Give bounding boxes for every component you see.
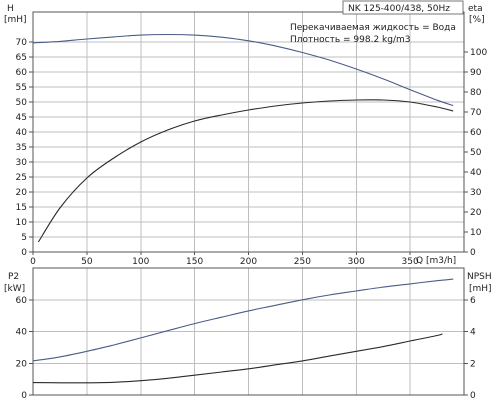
bottom-left-tick-label: 0 [21,391,27,400]
top-left-tick-label: 30 [16,158,28,168]
eta-axis-label: eta [468,4,483,14]
top-left-tick-label: 20 [16,188,28,198]
bottom-chart-grid [33,268,464,395]
power-axis-label: P2 [8,272,19,282]
top-right-tick-label: 20 [470,208,482,218]
top-right-tick-label: 50 [470,148,482,158]
top-left-tick-label: 15 [16,203,27,213]
eta-axis-unit: [%] [469,15,485,25]
top-left-tick-label: 55 [16,83,27,93]
bottom-left-tick-label: 60 [16,296,28,306]
top-right-tick-label: 10 [470,228,482,238]
top-left-tick-label: 60 [16,68,28,78]
top-left-tick-label: 40 [16,128,28,138]
top-right-tick-label: 40 [470,168,482,178]
bottom-right-tick-label: 4 [470,328,476,338]
bottom-chart-curves [32,278,454,384]
top-right-tick-label: 60 [470,128,482,138]
top-right-tick-label: 70 [470,108,482,118]
top-left-tick-label: 65 [16,53,27,63]
top-chart-curves [32,33,454,243]
top-left-tick-label: 0 [21,248,27,258]
top-left-tick-label: 25 [16,173,27,183]
top-curve-0 [32,33,454,107]
top-left-tick-label: 70 [16,38,28,48]
top-left-tick-label: 35 [16,143,27,153]
x-tick-label: 50 [81,257,93,267]
bottom-right-tick-label: 0 [470,391,476,400]
x-tick-label: 300 [348,257,365,267]
x-tick-label: 100 [132,257,149,267]
top-right-tick-label: 100 [470,48,487,58]
top-left-tick-label: 45 [16,113,27,123]
bottom-left-tick-label: 20 [16,359,28,369]
x-tick-label: 0 [30,257,36,267]
flow-axis-label: Q [m3/h] [416,256,456,266]
top-right-tick-label: 0 [470,248,476,258]
npsh-axis-unit: [mH] [469,284,492,294]
x-tick-label: 250 [294,257,311,267]
top-left-tick-label: 10 [16,218,28,228]
top-chart-ticks: 0 5 10 15 20 25 30 35 40 45 50 55 60 65 70 0 10 20 30 40 50 6… [16,38,488,267]
x-tick-label: 200 [240,257,257,267]
bottom-left-tick-label: 40 [16,328,28,338]
density-annotation: Плотность = 998.2 kg/m3 [290,35,411,45]
x-tick-label: 150 [186,257,203,267]
bottom-chart-ticks: 0 20 40 60 0 2 4 6 [16,296,476,400]
power-axis-unit: [kW] [4,284,25,294]
head-axis-unit: [mH] [4,15,27,25]
top-right-tick-label: 30 [470,188,482,198]
fluid-annotation: Перекачиваемая жидкость = Вода [290,23,456,33]
top-curve-1 [37,99,454,243]
npsh-axis-label: NPSH [467,272,492,282]
chart-title-box [342,0,464,15]
top-chart-grid [33,12,464,252]
top-right-tick-label: 80 [470,88,482,98]
top-left-tick-label: 5 [21,233,27,243]
top-left-tick-label: 50 [16,98,28,108]
bottom-right-tick-label: 6 [470,296,476,306]
chart-title: NK 125-400/438, 50Hz [348,4,450,14]
bottom-curve-0 [32,278,454,362]
bottom-curve-1 [32,333,443,384]
x-tick-label: 350 [402,257,419,267]
top-right-tick-label: 90 [470,68,482,78]
head-axis-label: H [7,4,14,14]
bottom-right-tick-label: 2 [470,359,476,369]
